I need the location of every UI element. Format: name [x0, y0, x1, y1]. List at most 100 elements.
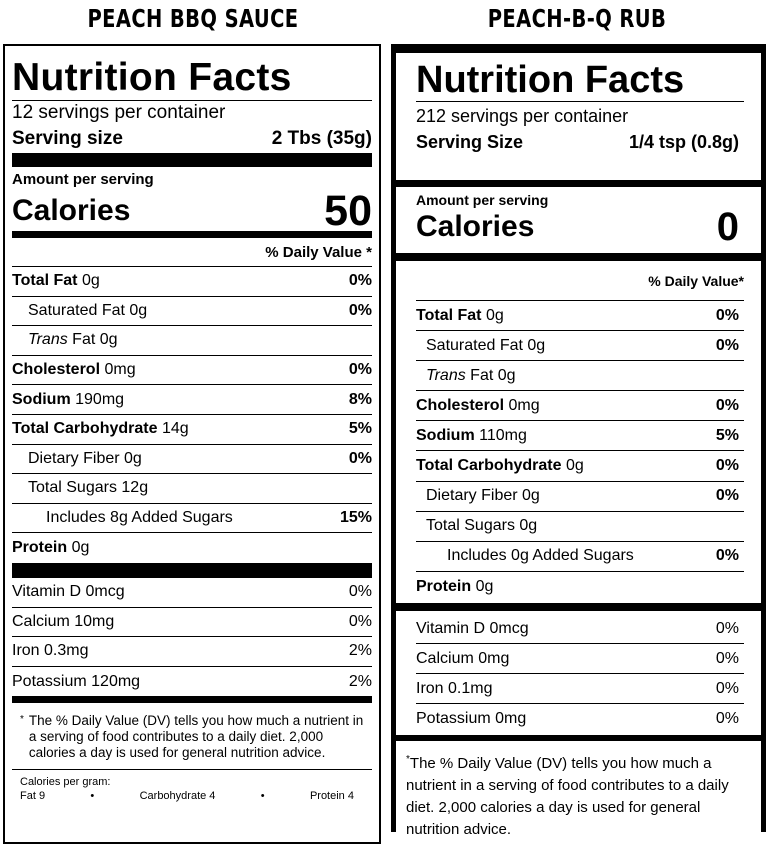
- footnote-box: *The % Daily Value (DV) tells you how mu…: [396, 741, 761, 838]
- calories-per-gram-title: Calories per gram:: [20, 776, 111, 789]
- nutrient-name: Total Carbohydrate: [416, 457, 562, 475]
- nutrient-amount: 0g: [522, 487, 540, 505]
- calories-row: Calories 50: [12, 187, 372, 235]
- nutrient-dv: 5%: [348, 420, 372, 438]
- nutrient-dv: 0%: [715, 306, 739, 324]
- nutrient-name: Total Carbohydrate: [12, 420, 158, 438]
- nutrient-amount: 0g: [527, 336, 546, 354]
- vitamin-dv: 0%: [715, 619, 739, 637]
- medium-divider: [12, 696, 372, 704]
- nutrient-amount: 14g: [161, 420, 189, 438]
- vitamin-name: Potassium 120mg: [12, 672, 141, 690]
- vitamin-row-vitamin-d: Vitamin D 0mcg 0%: [416, 614, 744, 645]
- vitamin-name: Iron 0.3mg: [12, 642, 89, 660]
- serving-size-row: Serving size 2 Tbs (35g): [12, 125, 372, 153]
- vitamin-name: Vitamin D 0mcg: [416, 619, 529, 637]
- nutrient-dv: 0%: [715, 457, 739, 475]
- serving-size-value: 1/4 tsp (0.8g): [628, 131, 739, 152]
- nutrient-row-total-carbohydrate: Total Carbohydrate 0g 0%: [416, 451, 744, 482]
- nutrient-amount: 0g: [485, 306, 504, 324]
- nutrient-row-trans-fat: Trans Fat 0g: [12, 326, 372, 356]
- vitamins-box: Vitamin D 0mcg 0% Calcium 0mg 0% Iron 0.…: [396, 611, 761, 735]
- nutrient-name: Total Fat: [416, 306, 482, 324]
- nutrition-label-bbq-sauce: Nutrition Facts 12 servings per containe…: [3, 44, 381, 844]
- servings-per-container: 12 servings per container: [12, 102, 226, 123]
- nutrient-name: Trans: [28, 331, 68, 349]
- nutrient-amount: 190mg: [75, 390, 125, 408]
- calories-label: Calories: [12, 194, 131, 227]
- nutrient-row-cholesterol: Cholesterol 0mg 0%: [12, 356, 372, 386]
- calories-box: Amount per serving Calories 0: [396, 187, 761, 253]
- nutrient-dv: 0%: [348, 449, 372, 467]
- nutrient-name: Total Sugars: [426, 517, 515, 535]
- nutrient-dv: 15%: [339, 509, 372, 527]
- calories-row: Calories 0: [416, 205, 744, 249]
- nutrient-amount: 0g: [475, 577, 494, 595]
- cpg-protein: Protein 4: [309, 790, 354, 803]
- nutrient-name: Includes 8g Added Sugars: [46, 509, 233, 527]
- nutrient-row-trans-fat: Trans Fat 0g: [416, 361, 744, 392]
- vitamin-row-potassium: Potassium 120mg 2%: [12, 667, 372, 697]
- nutrient-dv: 5%: [715, 426, 739, 444]
- nutrient-dv: 0%: [348, 361, 372, 379]
- nutrient-row-saturated-fat: Saturated Fat 0g 0%: [416, 331, 744, 362]
- vitamin-row-potassium: Potassium 0mg 0%: [416, 704, 744, 734]
- nutrient-row-saturated-fat: Saturated Fat 0g 0%: [12, 297, 372, 327]
- nutrient-amount: 0g: [497, 366, 516, 384]
- nutrition-facts-heading: Nutrition Facts: [416, 53, 744, 102]
- vitamin-row-iron: Iron 0.3mg 2%: [12, 637, 372, 667]
- daily-value-header-text: % Daily Value *: [265, 243, 372, 261]
- calories-value: 50: [324, 186, 372, 235]
- footnote-text: The % Daily Value (DV) tells you how muc…: [28, 713, 364, 761]
- nutrient-dv: 0%: [348, 272, 372, 290]
- vitamin-row-iron: Iron 0.1mg 0%: [416, 674, 744, 705]
- nutrient-amount: 0mg: [104, 361, 136, 379]
- nutrient-name: Protein: [416, 577, 472, 595]
- nutrient-row-dietary-fiber: Dietary Fiber 0g 0%: [12, 445, 372, 475]
- vitamin-name: Potassium 0mg: [416, 710, 527, 728]
- footnote: *The % Daily Value (DV) tells you how mu…: [396, 741, 761, 847]
- nutrient-name: Sodium: [12, 390, 71, 408]
- nutrient-row-dietary-fiber: Dietary Fiber 0g 0%: [416, 482, 744, 512]
- amount-per-serving: Amount per serving: [416, 192, 549, 208]
- nutrient-name: Trans: [426, 366, 466, 384]
- nutrient-name: Protein: [12, 539, 68, 557]
- nutrient-amount: 0g: [71, 539, 90, 557]
- nutrient-row-protein: Protein 0g: [416, 572, 744, 602]
- footnote-mark: *: [20, 714, 24, 726]
- nutrients-box: % Daily Value* Total Fat 0g 0% Saturated…: [396, 261, 761, 603]
- nutrient-dv: 0%: [715, 487, 739, 505]
- nutrient-row-added-sugars: Includes 0g Added Sugars 0%: [416, 542, 744, 572]
- nutrient-row-total-sugars: Total Sugars 0g: [416, 512, 744, 542]
- nutrient-name-suffix: Fat: [72, 331, 96, 349]
- nutrient-row-total-carbohydrate: Total Carbohydrate 14g 5%: [12, 415, 372, 445]
- calories-label: Calories: [416, 210, 535, 243]
- nutrient-row-total-fat: Total Fat 0g 0%: [12, 267, 372, 297]
- nutrient-row-protein: Protein 0g: [12, 533, 372, 563]
- nutrition-facts-heading: Nutrition Facts: [12, 56, 292, 99]
- vitamin-name: Calcium 10mg: [12, 612, 115, 630]
- footnote: * The % Daily Value (DV) tells you how m…: [12, 703, 372, 769]
- nutrient-amount: 0g: [519, 517, 538, 535]
- nutrient-dv: 0%: [348, 301, 372, 319]
- calories-per-gram: Calories per gram: Fat 9 • Carbohydrate …: [12, 769, 372, 803]
- vitamin-dv: 2%: [348, 642, 372, 660]
- cpg-carbohydrate: Carbohydrate 4: [139, 790, 216, 803]
- nutrient-amount: 110mg: [479, 426, 527, 444]
- footnote-text: The % Daily Value (DV) tells you how muc…: [406, 755, 729, 838]
- product-title-rub: PEACH-B-Q RUB: [487, 4, 667, 33]
- nutrient-name: Cholesterol: [12, 361, 101, 379]
- medium-divider: [12, 231, 372, 238]
- vitamin-dv: 0%: [715, 649, 739, 667]
- cpg-fat: Fat 9: [20, 790, 46, 803]
- nutrient-name: Includes 0g Added Sugars: [447, 547, 634, 565]
- serving-size-label: Serving size: [12, 128, 123, 149]
- nutrient-amount: 12g: [121, 479, 149, 497]
- nutrient-name: Cholesterol: [416, 396, 505, 414]
- nutrient-amount: 0g: [81, 272, 100, 290]
- nutrient-name: Dietary Fiber: [426, 487, 518, 505]
- footnote-mark: *: [406, 754, 410, 765]
- vitamin-dv: 0%: [348, 612, 372, 630]
- nutrient-name: Total Sugars: [28, 479, 117, 497]
- thick-divider: [12, 153, 372, 167]
